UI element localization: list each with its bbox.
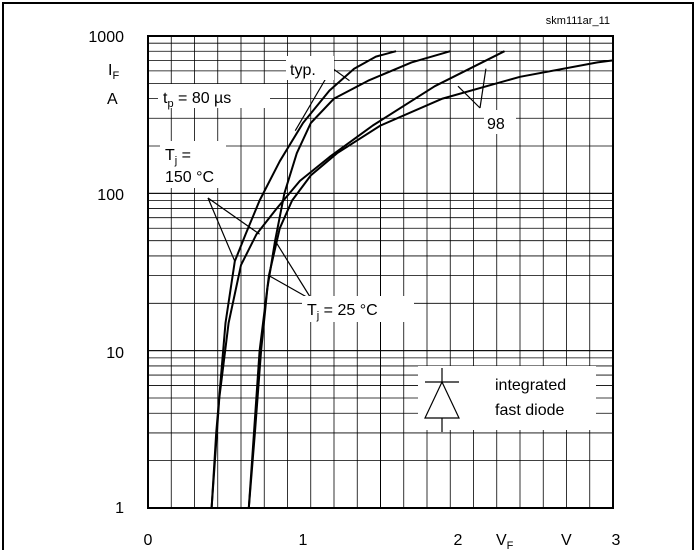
svg-text:98: 98 [487, 116, 505, 133]
plot-border [147, 35, 614, 509]
y-tick-labels: 1 10 100 1000 [88, 29, 124, 517]
svg-text:Tj = 25 °C: Tj = 25 °C [307, 302, 378, 322]
y-tick-label: 1 [115, 500, 124, 517]
x-tick-label: 2 [454, 532, 463, 549]
x-axis-unit: V [561, 532, 572, 549]
x-tick-labels: 0 1 2 3 [144, 532, 621, 549]
svg-text:150 °C: 150 °C [165, 169, 214, 186]
series-line [247, 59, 614, 509]
x-axis-symbol: VF [496, 532, 514, 550]
x-tick-label: 0 [144, 532, 153, 549]
svg-text:tp = 80 µs: tp = 80 µs [163, 90, 231, 110]
curves [210, 50, 614, 509]
diode-symbol-icon [424, 368, 460, 432]
typ-label: typ. [286, 56, 334, 80]
series-line [210, 50, 505, 509]
svg-text:skm111ar_11: skm111ar_11 [546, 15, 610, 27]
svg-text:typ.: typ. [290, 62, 316, 79]
y-tick-label: 100 [97, 187, 124, 204]
y-axis-unit: A [107, 91, 118, 108]
tj-25-label: Tj = 25 °C [302, 296, 414, 322]
pulse-width-label: tp = 80 µs [158, 84, 270, 110]
y-axis-symbol: IF [108, 62, 119, 82]
svg-text:fast diode: fast diode [495, 402, 564, 419]
series-line [210, 50, 397, 509]
leader-line [331, 67, 350, 82]
figure-id-label: skm111ar_11 [546, 15, 610, 27]
series-line [247, 50, 451, 509]
leader-line [207, 197, 236, 262]
y-tick-label: 1000 [88, 29, 124, 46]
y-tick-label: 10 [106, 345, 124, 362]
diode-legend: integrated fast diode [418, 366, 596, 432]
x-tick-label: 1 [299, 532, 308, 549]
leader-line [479, 68, 487, 109]
y-axis-label: IF A [107, 62, 119, 108]
curve-98-label: 98 [484, 110, 516, 134]
leader-line [268, 275, 313, 301]
tj-150-label: Tj = 150 °C [160, 141, 226, 188]
svg-text:integrated: integrated [495, 377, 566, 394]
svg-text:Tj =: Tj = [165, 147, 191, 167]
leader-line [207, 197, 260, 235]
x-axis-label: VF V [496, 532, 572, 550]
leader-line [274, 240, 313, 301]
x-tick-label: 3 [612, 532, 621, 549]
leader-line [457, 85, 481, 109]
